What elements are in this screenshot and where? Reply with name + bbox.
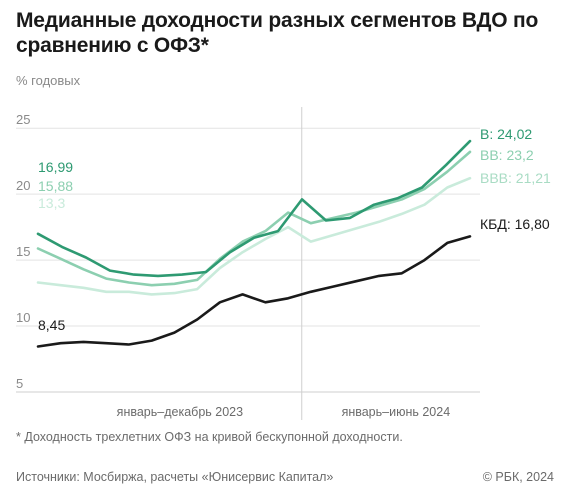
y-tick-label: 25: [16, 112, 30, 127]
y-tick-label: 5: [16, 376, 23, 391]
end-value-label-bb: BB: 23,2: [480, 147, 534, 163]
start-value-label-b: 16,99: [38, 159, 73, 175]
end-value-label-kbd: КБД: 16,80: [480, 216, 550, 232]
y-tick-label: 15: [16, 244, 30, 259]
series-line-b: [36, 139, 472, 278]
y-tick-label: 20: [16, 178, 30, 193]
y-axis-unit: % годовых: [16, 73, 81, 88]
y-tick-label: 10: [16, 310, 30, 325]
series-line-bbb: [36, 176, 472, 296]
x-period-label: январь–июнь 2024: [342, 405, 451, 419]
start-value-label-bbb: 13,3: [38, 195, 65, 211]
start-value-label-bb: 15,88: [38, 178, 73, 194]
series-line-bb: [36, 150, 472, 287]
sources-note: Источники: Мосбиржа, расчеты «Юнисервис …: [16, 470, 334, 484]
page-title: Медианные доходности разных сегментов ВД…: [16, 9, 539, 57]
end-value-label-b: B: 24,02: [480, 126, 532, 142]
end-value-label-bbb: BBB: 21,21: [480, 170, 551, 186]
x-period-label: январь–декабрь 2023: [117, 405, 243, 419]
copyright-credit: © РБК, 2024: [482, 470, 554, 484]
series-line-kbd: [36, 235, 472, 348]
start-value-label-kbd: 8,45: [38, 317, 65, 333]
footnote: * Доходность трехлетних ОФЗ на кривой бе…: [16, 430, 403, 444]
